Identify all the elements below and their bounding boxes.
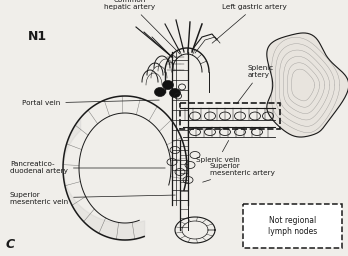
Ellipse shape — [169, 89, 181, 98]
Text: Portal vein: Portal vein — [22, 100, 159, 106]
Text: Splenic vein: Splenic vein — [196, 141, 240, 163]
Text: Splenic
artery: Splenic artery — [237, 65, 274, 104]
Bar — [243, 204, 342, 248]
Text: Not regional
lymph nodes: Not regional lymph nodes — [268, 216, 317, 236]
Text: Superior
mesenteric vein: Superior mesenteric vein — [10, 191, 175, 205]
Text: Superior
mesenteric artery: Superior mesenteric artery — [203, 163, 275, 182]
Polygon shape — [267, 33, 348, 137]
Text: C: C — [6, 238, 15, 251]
Ellipse shape — [155, 88, 166, 97]
Bar — [180, 103, 280, 129]
Text: N1: N1 — [28, 30, 47, 43]
Text: Common
hepatic artery: Common hepatic artery — [104, 0, 180, 54]
Text: Pancreatico-
duodenal artery: Pancreatico- duodenal artery — [10, 162, 165, 175]
Ellipse shape — [163, 80, 174, 90]
Text: Left gastric artery: Left gastric artery — [212, 4, 287, 43]
